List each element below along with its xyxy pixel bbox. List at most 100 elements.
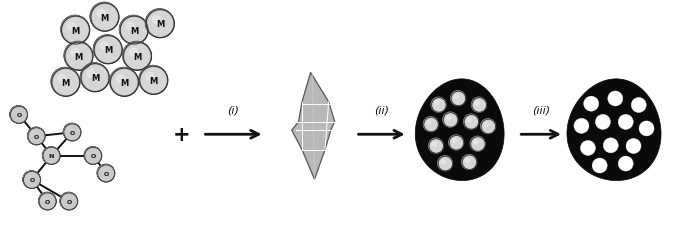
Circle shape (112, 70, 137, 95)
Circle shape (423, 118, 438, 132)
Circle shape (595, 115, 610, 130)
Circle shape (438, 157, 453, 171)
Circle shape (64, 125, 80, 140)
Circle shape (112, 70, 136, 95)
Circle shape (82, 66, 108, 90)
Circle shape (471, 137, 484, 151)
Circle shape (473, 99, 486, 112)
Text: O: O (45, 199, 50, 204)
Circle shape (95, 37, 121, 63)
Circle shape (61, 17, 88, 44)
Circle shape (95, 37, 121, 63)
Text: M: M (134, 52, 142, 62)
Circle shape (139, 66, 167, 94)
Circle shape (29, 129, 45, 144)
Circle shape (98, 166, 114, 181)
Circle shape (140, 68, 166, 94)
Circle shape (147, 11, 173, 37)
Circle shape (60, 193, 77, 210)
Circle shape (65, 43, 92, 70)
Circle shape (484, 123, 488, 127)
Circle shape (111, 70, 137, 95)
Circle shape (39, 193, 55, 210)
Circle shape (449, 136, 463, 150)
Circle shape (99, 166, 114, 181)
Circle shape (473, 99, 486, 112)
Circle shape (432, 142, 436, 146)
Circle shape (423, 117, 438, 132)
Text: M: M (62, 78, 70, 87)
Circle shape (122, 19, 146, 43)
Circle shape (66, 44, 91, 69)
Circle shape (481, 120, 495, 134)
Circle shape (429, 140, 443, 153)
Circle shape (432, 99, 445, 112)
Circle shape (424, 118, 438, 132)
Circle shape (40, 194, 55, 209)
Circle shape (98, 165, 114, 182)
Circle shape (464, 116, 478, 129)
Circle shape (471, 138, 484, 151)
Circle shape (51, 68, 79, 96)
Circle shape (432, 99, 445, 112)
Circle shape (112, 71, 136, 95)
Circle shape (63, 18, 88, 43)
Circle shape (64, 124, 81, 141)
Text: M: M (71, 26, 79, 36)
Circle shape (608, 92, 623, 106)
Circle shape (450, 136, 463, 149)
Circle shape (122, 18, 147, 43)
Circle shape (40, 194, 55, 209)
Circle shape (472, 98, 486, 112)
Circle shape (27, 128, 45, 145)
Circle shape (424, 118, 438, 132)
Circle shape (147, 12, 173, 37)
Circle shape (85, 148, 101, 164)
Circle shape (451, 92, 465, 106)
Circle shape (463, 156, 475, 169)
Circle shape (95, 37, 121, 63)
Circle shape (43, 148, 60, 164)
Circle shape (449, 136, 463, 150)
Text: N: N (49, 154, 54, 158)
Circle shape (451, 92, 465, 106)
Circle shape (139, 66, 167, 94)
Circle shape (42, 148, 60, 164)
Circle shape (42, 147, 60, 164)
Circle shape (81, 64, 108, 91)
Circle shape (464, 115, 478, 129)
Circle shape (86, 148, 101, 164)
Circle shape (449, 136, 463, 150)
Circle shape (67, 128, 73, 133)
Circle shape (120, 17, 147, 44)
Circle shape (64, 125, 80, 140)
Circle shape (465, 116, 478, 129)
Circle shape (429, 139, 444, 154)
Circle shape (462, 155, 477, 170)
Circle shape (481, 120, 495, 134)
Circle shape (481, 119, 495, 134)
Circle shape (62, 17, 88, 44)
Circle shape (47, 151, 51, 156)
Circle shape (147, 12, 173, 37)
Circle shape (29, 129, 44, 144)
Circle shape (430, 140, 443, 152)
Circle shape (473, 99, 486, 112)
Circle shape (423, 118, 438, 132)
Text: M: M (149, 76, 158, 86)
Circle shape (43, 148, 59, 164)
Circle shape (481, 120, 495, 134)
Circle shape (145, 10, 173, 38)
Text: M: M (121, 78, 129, 87)
Circle shape (449, 136, 463, 150)
Circle shape (92, 6, 117, 30)
Circle shape (61, 194, 77, 209)
Circle shape (66, 44, 91, 70)
Circle shape (98, 165, 114, 182)
Circle shape (10, 107, 27, 124)
Circle shape (464, 115, 478, 129)
Circle shape (443, 113, 458, 128)
Circle shape (122, 19, 146, 43)
Circle shape (82, 64, 108, 91)
Circle shape (99, 166, 114, 181)
